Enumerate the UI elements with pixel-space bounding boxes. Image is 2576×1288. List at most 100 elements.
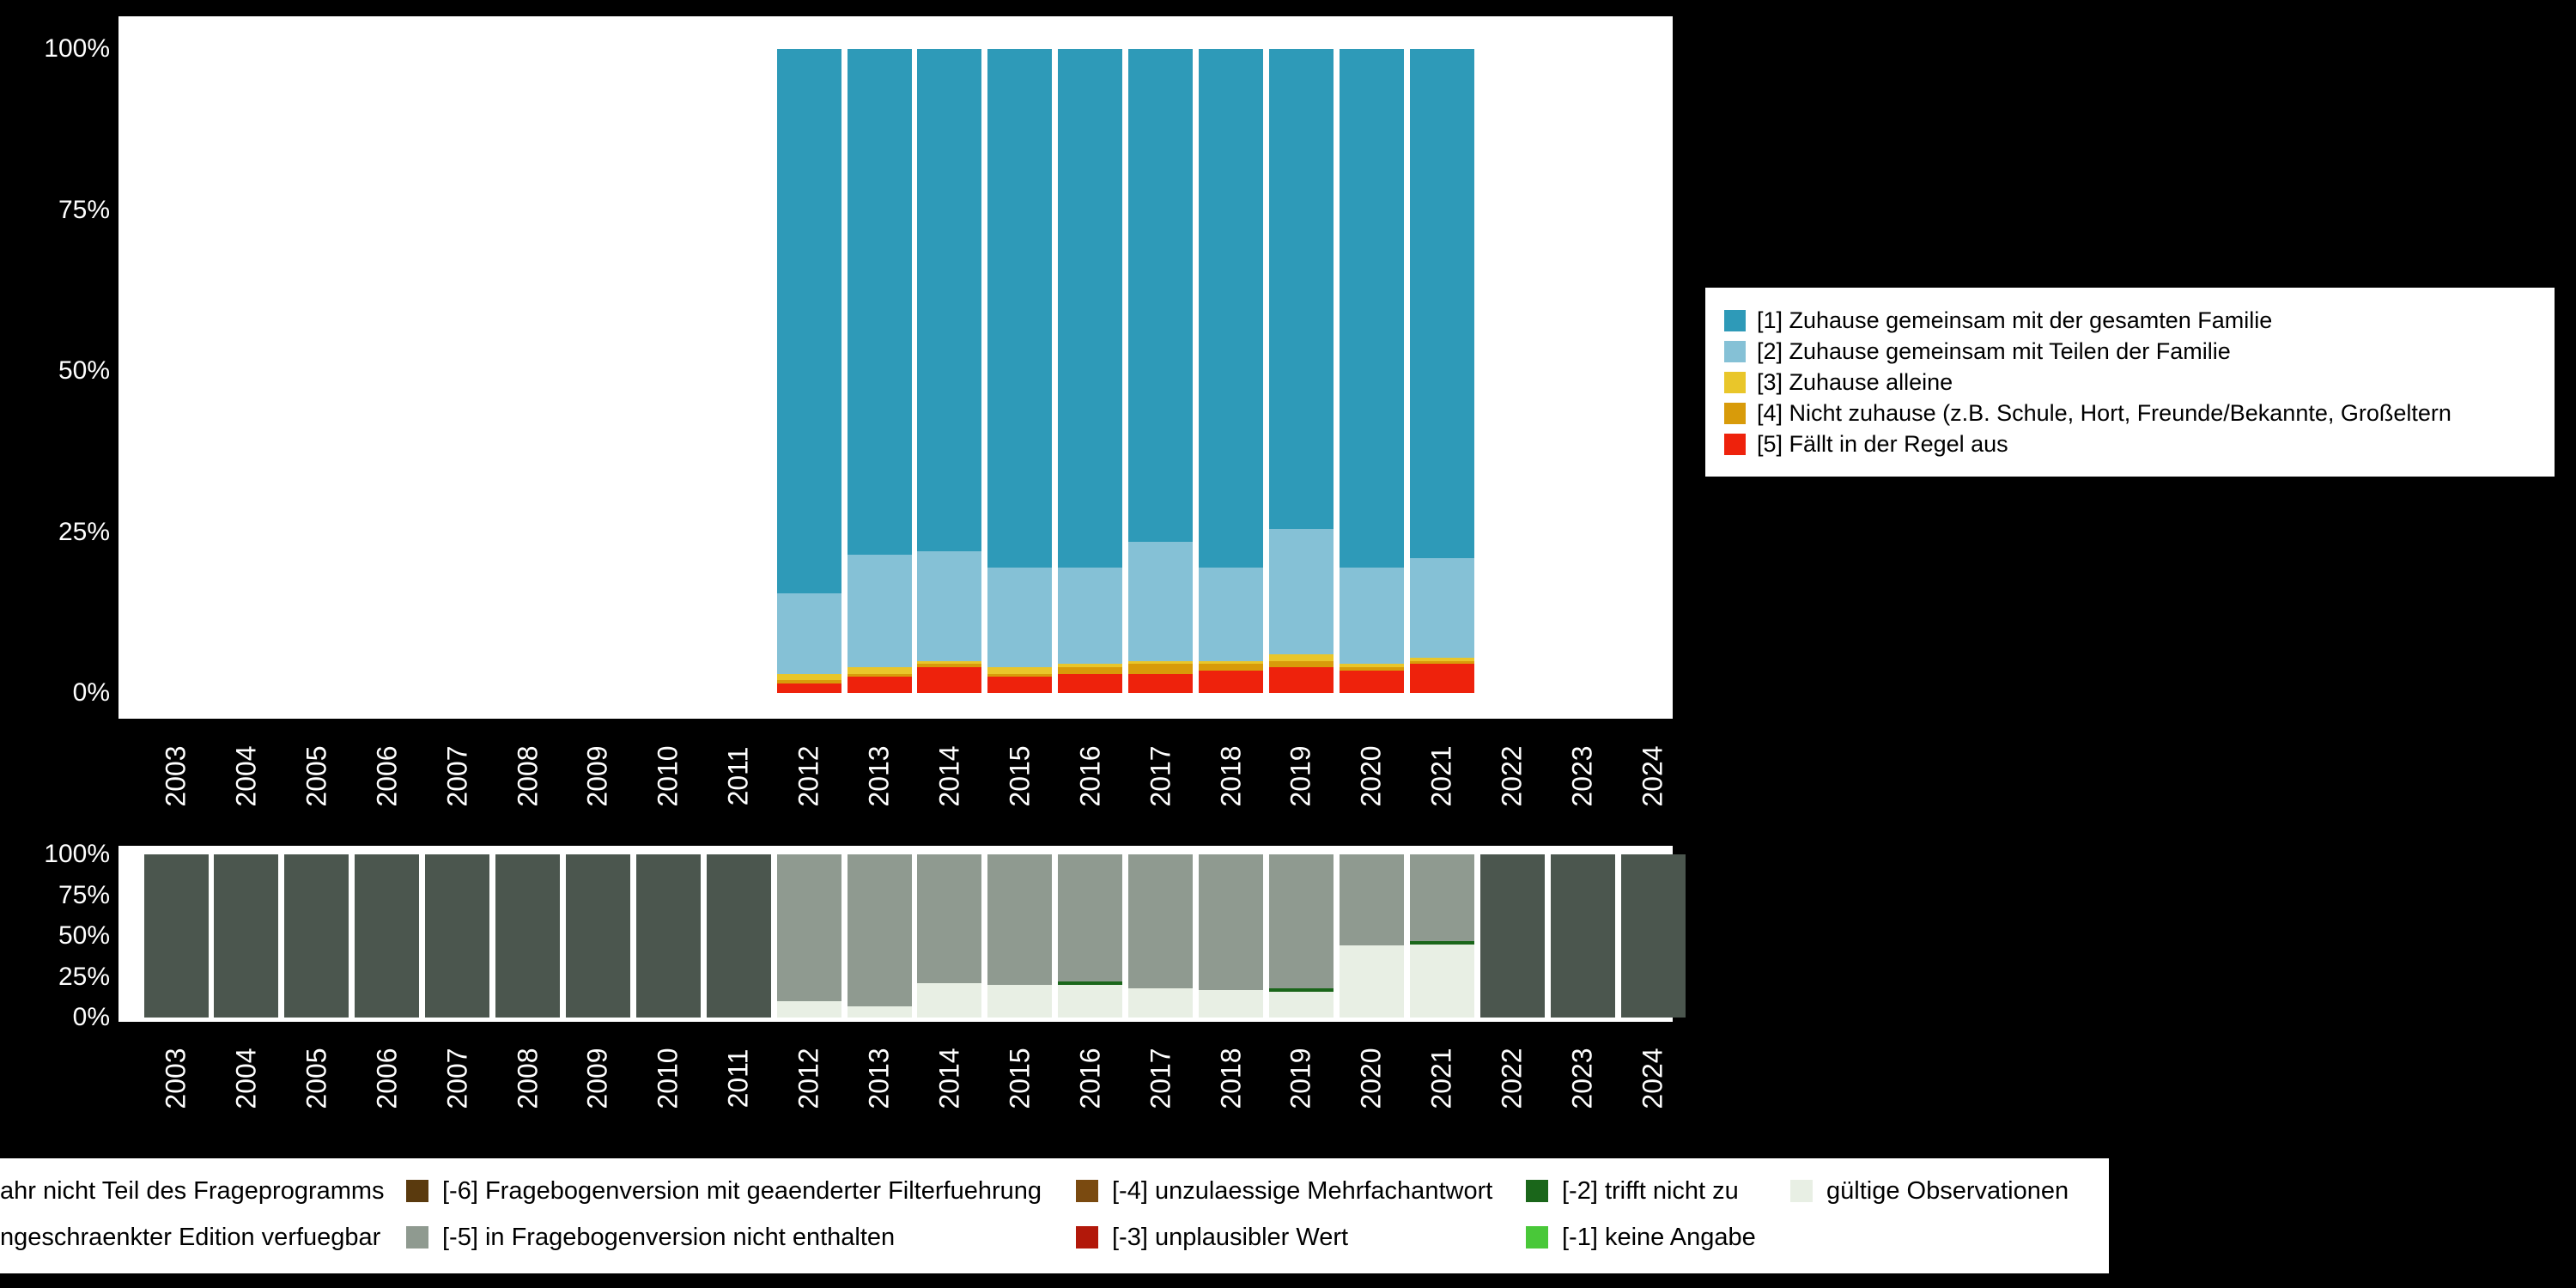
legend-color-swatch: [1076, 1180, 1098, 1202]
y-axis-label-50pct: 50%: [58, 356, 110, 385]
bar-2013-segment-0: [847, 677, 912, 693]
x-axis-label-2003: 2003: [160, 1048, 191, 1109]
bar-2015-segment-0: [987, 985, 1053, 1018]
missings-legend-item-1-0: [-6] Fragebogenversion mit geaenderter F…: [406, 1174, 1042, 1208]
bar-2017-segment-0: [1128, 673, 1194, 693]
y-axis-label-0pct: 0%: [72, 678, 110, 707]
missings-legend-item-0-0: ahr nicht Teil des Frageprogramms: [0, 1174, 385, 1208]
bar-2019-segment-0: [1268, 667, 1334, 693]
bar-2019-segment-3: [1268, 528, 1334, 654]
legend-item-label: ahr nicht Teil des Frageprogramms: [0, 1176, 385, 1205]
legend-item-label: [-1] keine Angabe: [1562, 1223, 1756, 1251]
bar-2016-segment-0: [1058, 985, 1123, 1018]
bar-2012-segment-0: [776, 1001, 841, 1018]
bar-2021-segment-0: [1409, 944, 1474, 1018]
bar-2020-segment-2: [1339, 664, 1404, 667]
legend-item-label: [-5] in Fragebogenversion nicht enthalte…: [442, 1223, 896, 1251]
bar-2021-segment-2: [1409, 657, 1474, 661]
legend-color-swatch: [1076, 1226, 1098, 1249]
x-axis-label-2007: 2007: [441, 1048, 473, 1109]
bar-2015-segment-2: [987, 667, 1053, 674]
legend-color-swatch: [1724, 371, 1746, 393]
bar-2010-segment-3: [635, 854, 701, 1018]
legend-color-swatch: [406, 1226, 428, 1249]
x-axis-label-2021: 2021: [1425, 1048, 1457, 1109]
bar-2014-segment-2: [917, 660, 982, 665]
x-axis-label-2015: 2015: [1004, 1048, 1036, 1109]
bar-2014-segment-1: [917, 664, 982, 667]
bar-2012-segment-0: [776, 683, 841, 693]
bar-2020-segment-0: [1339, 945, 1404, 1018]
missings-legend-item-2-0: [-4] unzulaessige Mehrfachantwort: [1076, 1174, 1492, 1208]
bar-2020-segment-3: [1339, 567, 1404, 665]
bar-2024-segment-3: [1620, 854, 1686, 1018]
x-axis-label-2004: 2004: [230, 1048, 262, 1109]
x-axis-label-2010: 2010: [652, 1048, 683, 1109]
legend-color-swatch: [1724, 402, 1746, 424]
frequency-legend-item-1: [2] Zuhause gemeinsam mit Teilen der Fam…: [1724, 338, 2555, 365]
x-axis-label-2019: 2019: [1285, 1048, 1316, 1109]
bar-2004-segment-3: [214, 854, 279, 1018]
chart-panel: [118, 16, 1673, 719]
bar-2021-segment-4: [1409, 49, 1474, 558]
legend-color-swatch: [1724, 340, 1746, 362]
bar-2012-segment-2: [776, 854, 841, 1001]
bar-2006-segment-3: [355, 854, 420, 1018]
bar-2017-segment-1: [1128, 664, 1194, 674]
bar-2019-segment-2: [1268, 654, 1334, 661]
frequency-legend-item-0: [1] Zuhause gemeinsam mit der gesamten F…: [1724, 307, 2555, 334]
x-axis-label-2014: 2014: [933, 1048, 965, 1109]
bar-2018-segment-0: [1199, 670, 1264, 693]
chart-panel: [118, 846, 1686, 1022]
legend-color-swatch: [406, 1180, 428, 1202]
bar-2013-segment-2: [847, 854, 912, 1006]
bar-2015-segment-2: [987, 854, 1053, 985]
x-axis-label-2009: 2009: [581, 1048, 613, 1109]
bar-2019-segment-2: [1268, 854, 1334, 988]
bar-2017-segment-3: [1128, 541, 1194, 661]
bar-2018-segment-2: [1199, 660, 1264, 665]
x-axis-label-2022: 2022: [1496, 1048, 1528, 1109]
bar-2008-segment-3: [495, 854, 561, 1018]
bar-2013-segment-3: [847, 554, 912, 667]
bar-2013-segment-4: [847, 49, 912, 555]
bar-2014-segment-4: [917, 49, 982, 551]
x-axis-label-2020: 2020: [1355, 1048, 1387, 1109]
bar-2020-segment-1: [1339, 667, 1404, 671]
bar-2017-segment-2: [1128, 660, 1194, 665]
y-axis-label-25pct: 25%: [58, 962, 110, 991]
bar-2019-segment-4: [1268, 49, 1334, 529]
bar-2003-segment-3: [143, 854, 209, 1018]
x-axis-label-2023: 2023: [1566, 1048, 1598, 1109]
x-axis-label-2006: 2006: [371, 1048, 403, 1109]
bar-2012-segment-1: [776, 680, 841, 683]
legend-item-label: [3] Zuhause alleine: [1757, 368, 1953, 395]
legend-item-label: [5] Fällt in der Regel aus: [1757, 430, 2008, 457]
y-axis-label-25pct: 25%: [58, 517, 110, 546]
legend-item-label: [-3] unplausibler Wert: [1112, 1223, 1349, 1251]
bar-2014-segment-0: [917, 983, 982, 1018]
bar-2013-segment-0: [847, 1005, 912, 1018]
bar-2023-segment-3: [1550, 854, 1615, 1018]
bar-2016-segment-4: [1058, 49, 1123, 568]
bar-2021-segment-1: [1409, 660, 1474, 665]
frequency-legend-item-2: [3] Zuhause alleine: [1724, 369, 2555, 396]
bar-2019-segment-0: [1268, 991, 1334, 1018]
bar-2015-segment-0: [987, 677, 1053, 693]
frequency-legend: [1] Zuhause gemeinsam mit der gesamten F…: [1705, 288, 2555, 477]
x-axis-label-2005: 2005: [301, 1048, 332, 1109]
bar-2015-segment-1: [987, 673, 1053, 677]
y-axis-label-100pct: 100%: [44, 840, 110, 868]
legend-color-swatch: [1526, 1180, 1548, 1202]
missings-legend: ahr nicht Teil des Frageprogramms ngeschr…: [0, 1158, 2109, 1273]
bar-2016-segment-0: [1058, 673, 1123, 693]
missings-legend-item-0-1: ngeschraenkter Edition verfuegbar: [0, 1220, 380, 1255]
bar-2012-segment-4: [776, 49, 841, 593]
legend-item-label: [-6] Fragebogenversion mit geaenderter F…: [442, 1176, 1042, 1205]
missings-legend-item-3-0: [-2] trifft nicht zu: [1526, 1174, 1739, 1208]
legend-color-swatch: [1724, 433, 1746, 455]
bar-2021-segment-1: [1409, 940, 1474, 945]
